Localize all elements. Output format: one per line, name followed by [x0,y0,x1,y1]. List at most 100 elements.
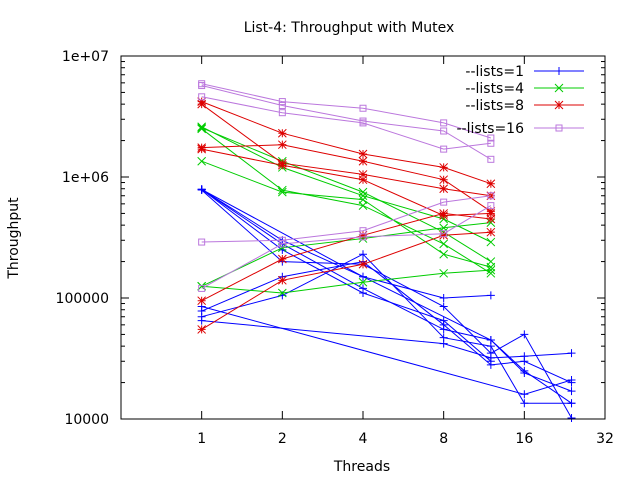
data-point [197,123,207,133]
data-point [486,360,495,369]
data-point [439,302,448,311]
series-line [201,188,491,299]
data-point [358,277,368,287]
data-point [277,288,287,298]
data-point [567,387,576,396]
series-line [201,85,492,160]
data-point [520,390,529,399]
series-line [201,188,572,404]
data-point [358,187,368,197]
x-tick-label: 8 [439,431,448,447]
series-2 [197,122,496,298]
data-point [358,175,368,185]
data-point [487,155,495,163]
data-point [567,413,576,422]
data-point [439,209,449,218]
data-point [197,296,207,306]
series-line [201,212,491,302]
data-point [439,268,449,278]
series-line [201,128,492,274]
data-point [277,275,287,285]
data-point [277,254,287,264]
x-tick-label: 1 [197,431,206,447]
data-point [439,184,449,194]
data-point [359,104,367,112]
series-line [201,195,491,243]
data-point [278,240,286,248]
data-point [358,149,368,159]
data-point [440,145,448,153]
data-point [440,198,448,206]
data-point [486,237,496,247]
data-point [486,291,495,300]
x-axis-label: Threads [333,459,390,475]
legend: --lists=1--lists=4--lists=8 --lists=16 [456,64,584,137]
y-tick-label: 100000 [56,291,109,307]
data-point [439,239,449,249]
y-tick-label: 10000 [64,412,109,428]
data-point [439,230,449,240]
data-point [486,265,496,275]
legend-label: --lists=8 [465,98,524,114]
data-point [359,250,367,259]
x-tick-label: 4 [359,431,368,447]
data-point [439,163,449,172]
data-point [359,119,367,127]
y-tick-label: 1e+07 [62,49,109,65]
series-line [201,126,492,243]
data-point [567,399,576,408]
data-point [358,170,368,179]
data-point [487,134,495,142]
data-point [277,128,287,138]
series-line [201,269,491,294]
data-point [277,140,287,150]
data-point [198,238,206,246]
data-point [439,294,448,302]
data-point [198,284,206,292]
data-point [520,366,529,375]
x-tick-label: 32 [596,431,614,447]
data-point [197,124,207,134]
data-point [567,376,576,385]
data-point [278,98,286,106]
chart-title: List-4: Throughput with Mutex [244,20,455,36]
data-point [197,144,207,154]
data-point [198,82,206,90]
data-point [359,284,367,293]
series-line [201,306,572,395]
data-point [486,179,496,189]
data-point [358,156,368,166]
data-point [197,99,207,109]
data-point [439,249,449,259]
data-point [567,349,576,358]
axis-ticks: 1 2 4 8 16 32 10000 100000 1e+06 1e+07 [56,49,614,447]
legend-label: --lists=4 [465,81,524,97]
data-point [277,160,287,170]
data-point [439,320,448,329]
data-point [197,122,207,132]
data-point [554,100,564,110]
data-point [440,127,448,135]
data-point [486,262,496,272]
data-point [358,195,368,204]
data-point [440,119,448,127]
data-point [439,339,448,348]
data-point [486,209,496,218]
data-point [358,259,368,269]
data-point [555,67,563,75]
series-4 [198,80,495,292]
plot-frame [120,55,606,420]
data-point [358,230,368,240]
series-line [201,96,491,150]
data-point [487,202,495,210]
data-point [554,83,564,93]
legend-label: --lists=1 [465,64,524,80]
data-point [486,342,495,351]
data-point [278,236,286,244]
data-point [359,272,367,281]
data-point [278,101,286,109]
data-point [486,353,495,362]
data-point [520,330,529,339]
y-tick-label: 1e+06 [62,170,109,186]
